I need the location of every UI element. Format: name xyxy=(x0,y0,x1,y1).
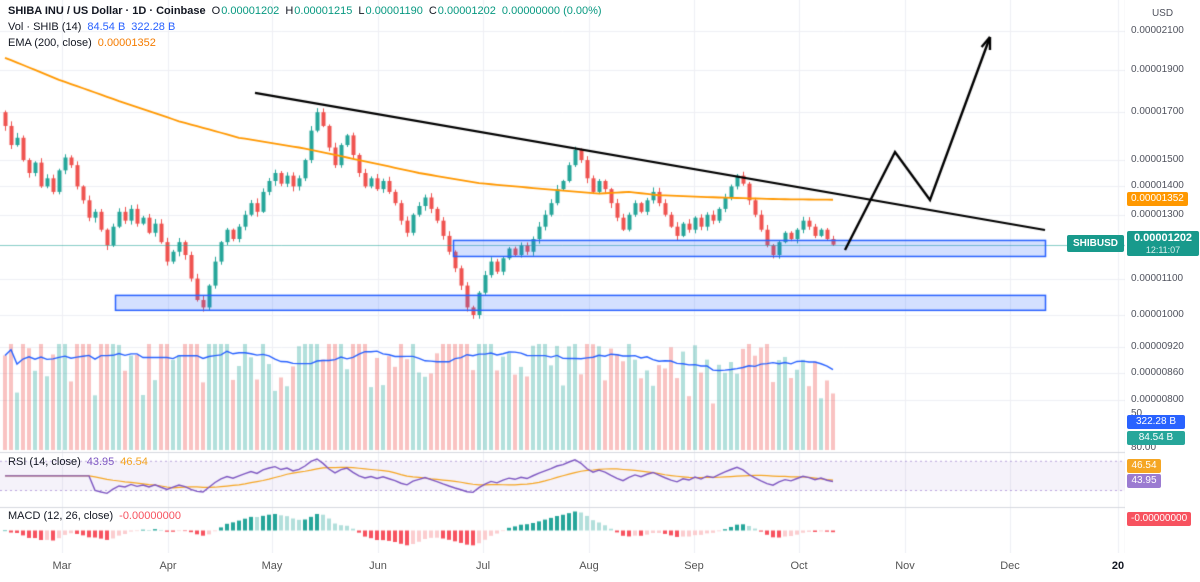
price-axis-label: 0.00001300 xyxy=(1131,208,1184,220)
open-value: 0.00001202 xyxy=(221,5,280,17)
price-axis-label: 0.00001500 xyxy=(1131,154,1184,166)
close-pair: C 0.00001202 xyxy=(429,5,496,17)
rsi-ma-value: 46.54 xyxy=(120,456,148,468)
macd-badge: -0.00000000 xyxy=(1127,512,1192,526)
ema-price-badge: 0.00001352 xyxy=(1127,191,1188,206)
price-axis[interactable]: USD 0.00002100 0.00001900 0.00001700 0.0000… xyxy=(1125,0,1200,582)
time-axis-label-nov[interactable]: Nov xyxy=(895,560,915,572)
time-axis-label-sep[interactable]: Sep xyxy=(684,560,704,572)
price-axis-label: 0.00000860 xyxy=(1131,366,1184,378)
time-axis-label-apr[interactable]: Apr xyxy=(159,560,177,572)
symbol-price-badge: SHIBUSD 0.00001202 12:11:07 xyxy=(1066,230,1199,257)
price-axis-label: 0.00001400 xyxy=(1131,180,1184,192)
open-label: O xyxy=(211,5,221,17)
time-axis-label-dec[interactable]: Dec xyxy=(1000,560,1020,572)
rsi-badge: 43.95 xyxy=(1127,474,1161,488)
high-value: 0.00001215 xyxy=(294,5,353,17)
rsi-value: 43.95 xyxy=(86,456,115,468)
last-price-value: 0.00001202 xyxy=(1133,231,1193,244)
macd-value: -0.00000000 xyxy=(119,510,181,522)
symbol-title[interactable]: SHIBA INU / US Dollar · 1D · Coinbase xyxy=(8,5,206,17)
price-axis-label: 0.00000920 xyxy=(1131,340,1184,352)
time-axis[interactable]: Mar Apr May Jun Jul Aug Sep Oct Nov Dec 20 xyxy=(0,553,1200,582)
ema-value: 0.00001352 xyxy=(97,37,156,49)
volume-ma-badge: 322.28 B xyxy=(1127,415,1185,429)
price-axis-label: 0.00000800 xyxy=(1131,394,1184,406)
price-axis-label: 0.00001700 xyxy=(1131,106,1184,118)
time-axis-label-oct[interactable]: Oct xyxy=(790,560,808,572)
time-axis-label-jun[interactable]: Jun xyxy=(369,560,387,572)
close-label: C xyxy=(428,5,437,17)
volume-current-value: 84.54 B xyxy=(87,21,126,33)
bar-countdown: 12:11:07 xyxy=(1145,244,1181,255)
rsi-indicator-label[interactable]: RSI (14, close) xyxy=(8,456,81,468)
price-axis-label: 0.00002100 xyxy=(1131,25,1184,37)
low-label: L xyxy=(358,5,365,17)
price-axis-label: 0.00001100 xyxy=(1131,272,1184,284)
time-axis-label-aug[interactable]: Aug xyxy=(579,560,599,572)
low-value: 0.00001190 xyxy=(365,5,423,17)
price-axis-label: 0.00001000 xyxy=(1131,309,1184,320)
high-label: H xyxy=(285,5,294,17)
volume-legend-row: Vol · SHIB (14) 84.54 B 322.28 B xyxy=(8,21,175,33)
symbol-name-label: SHIBUSD xyxy=(1066,234,1124,252)
time-axis-label-may[interactable]: May xyxy=(261,560,283,572)
close-value: 0.00001202 xyxy=(437,5,496,17)
time-axis-label-mar[interactable]: Mar xyxy=(52,560,72,572)
change-value: 0.00000000 (0.00%) xyxy=(501,5,602,17)
open-pair: O 0.00001202 xyxy=(212,5,280,17)
macd-indicator-label[interactable]: MACD (12, 26, close) xyxy=(8,510,114,522)
rsi-legend-row: RSI (14, close) 43.95 46.54 xyxy=(8,456,148,468)
price-axis-currency: USD xyxy=(1151,8,1174,19)
volume-current-badge: 84.54 B xyxy=(1127,431,1185,445)
ema-indicator-label[interactable]: EMA (200, close) xyxy=(8,37,92,49)
high-pair: H 0.00001215 xyxy=(285,5,352,17)
volume-indicator-label[interactable]: Vol · SHIB (14) xyxy=(8,21,82,33)
volume-scale-label: 50 xyxy=(1131,408,1143,419)
time-axis-label-jul[interactable]: Jul xyxy=(475,560,491,572)
ema-legend-row: EMA (200, close) 0.00001352 xyxy=(8,37,156,49)
price-axis-label: 0.00001900 xyxy=(1131,63,1184,75)
last-price-box: 0.00001202 12:11:07 xyxy=(1127,230,1199,257)
rsi-scale-label: 80.00 xyxy=(1131,442,1157,453)
rsi-ma-badge: 46.54 xyxy=(1127,459,1161,473)
low-pair: L 0.00001190 xyxy=(358,5,422,17)
time-axis-label-20[interactable]: 20 xyxy=(1111,560,1125,572)
volume-ma-value: 322.28 B xyxy=(131,21,176,33)
macd-legend-row: MACD (12, 26, close) -0.00000000 xyxy=(8,510,181,522)
